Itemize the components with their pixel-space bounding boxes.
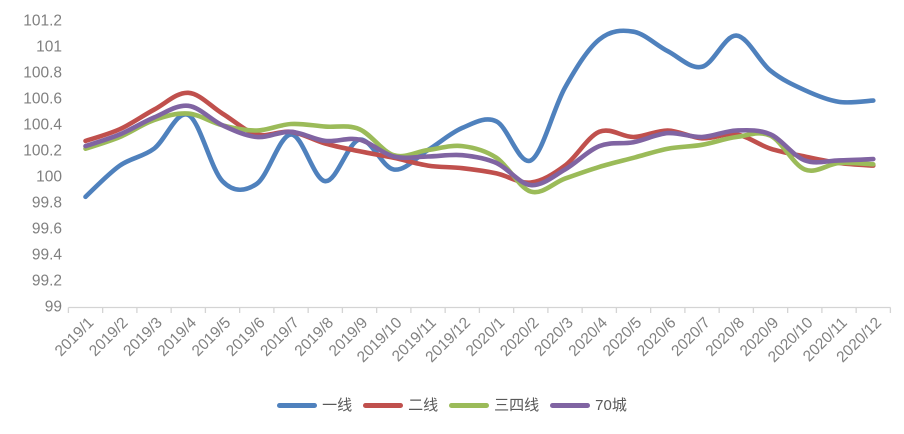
legend-label-tier2: 二线 bbox=[408, 397, 439, 414]
legend-swatch-tier34 bbox=[449, 403, 490, 408]
y-axis-tick-label: 100.6 bbox=[23, 91, 62, 108]
y-axis-tick-label: 100 bbox=[36, 169, 62, 186]
legend-item-tier1: 一线 bbox=[277, 398, 352, 413]
y-axis-tick-label: 99.2 bbox=[32, 273, 62, 290]
legend-item-tier2: 二线 bbox=[363, 398, 438, 413]
legend-label-tier34: 三四线 bbox=[494, 397, 540, 414]
y-axis-tick-label: 101.2 bbox=[23, 13, 62, 30]
chart-svg: 99 99.2 99.4 99.6 99.8 100 100.2 100.4 100.6 100.… bbox=[23, 13, 892, 366]
legend-swatch-tier1 bbox=[277, 403, 318, 408]
y-axis-tick-label: 100.8 bbox=[23, 65, 62, 82]
y-axis-tick-label: 100.4 bbox=[23, 117, 62, 134]
y-axis-tick-label: 99.8 bbox=[32, 195, 62, 212]
y-axis-tick-label: 99.6 bbox=[32, 221, 62, 238]
y-axis-tick-label: 101 bbox=[36, 39, 62, 56]
legend-label-tier1: 一线 bbox=[322, 397, 353, 414]
y-axis-tick-label: 99.4 bbox=[32, 247, 63, 264]
series-line-0 bbox=[83, 28, 876, 200]
chart-legend: 一线 二线 三四线 70城 bbox=[0, 398, 904, 413]
series-line-3 bbox=[83, 103, 876, 188]
series-line-2 bbox=[83, 111, 876, 195]
legend-swatch-70cities bbox=[550, 403, 591, 408]
legend-label-70cities: 70城 bbox=[595, 397, 627, 414]
legend-swatch-tier2 bbox=[363, 403, 404, 408]
plot-area: 99 99.2 99.4 99.6 99.8 100 100.2 100.4 100.6 100.… bbox=[23, 13, 892, 366]
legend-item-tier34: 三四线 bbox=[449, 398, 539, 413]
y-axis-tick-label: 99 bbox=[45, 299, 62, 316]
y-axis-tick-label: 100.2 bbox=[23, 143, 62, 160]
legend-item-70cities: 70城 bbox=[550, 398, 627, 413]
